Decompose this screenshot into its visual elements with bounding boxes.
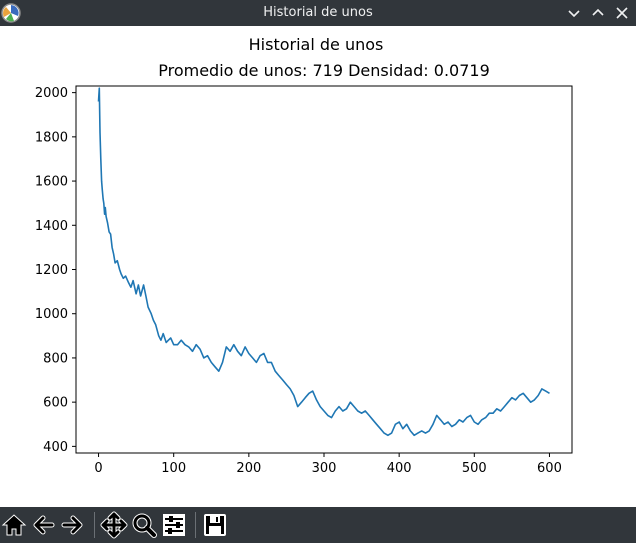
x-tick-label: 400 [387,461,412,476]
y-tick-label: 1600 [35,175,68,190]
x-tick-label: 100 [161,461,186,476]
close-icon[interactable] [612,3,632,23]
configure-subplots-icon[interactable] [160,511,188,539]
y-tick-label: 1400 [35,219,68,234]
chart-title: Historial de unos [249,35,384,54]
chart-subtitle: Promedio de unos: 719 Densidad: 0.0719 [158,61,490,80]
chart-area: Historial de unos Promedio de unos: 719 … [0,26,636,507]
y-tick-label: 600 [43,396,68,411]
x-tick-label: 200 [236,461,261,476]
x-tick-label: 0 [94,461,102,476]
x-tick-label: 500 [462,461,487,476]
back-icon[interactable] [30,511,58,539]
navigation-toolbar [0,507,636,543]
y-tick-label: 2000 [35,86,68,101]
title-bar: Historial de unos [0,0,636,26]
minimize-icon[interactable] [564,3,584,23]
y-tick-label: 400 [43,440,68,455]
y-tick-label: 800 [43,351,68,366]
pan-icon[interactable] [100,511,128,539]
series-line [97,87,550,437]
y-tick-label: 1800 [35,130,68,145]
app-icon [1,3,21,23]
toolbar-separator [94,512,95,538]
maximize-icon[interactable] [588,3,608,23]
home-icon[interactable] [0,511,28,539]
x-tick-label: 600 [537,461,562,476]
x-tick-label: 300 [312,461,337,476]
y-tick-label: 1200 [35,263,68,278]
save-icon[interactable] [201,511,229,539]
forward-icon[interactable] [58,511,86,539]
toolbar-separator [195,512,196,538]
line-chart: Historial de unos Promedio de unos: 719 … [35,35,573,476]
window-title: Historial de unos [263,5,373,20]
y-tick-label: 1000 [35,307,68,322]
zoom-icon[interactable] [130,511,158,539]
plot-frame [75,85,573,454]
